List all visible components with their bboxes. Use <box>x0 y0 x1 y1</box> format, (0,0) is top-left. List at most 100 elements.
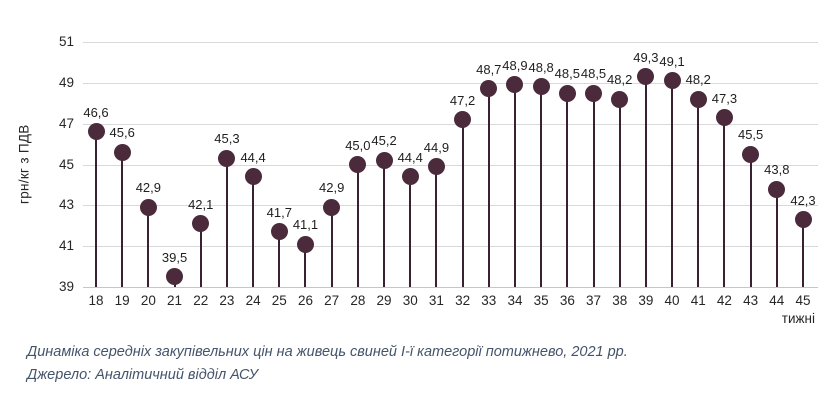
chart-source: Джерело: Аналітичний відділ АСУ <box>27 367 258 383</box>
data-point-marker <box>375 151 393 169</box>
data-point-marker <box>611 90 629 108</box>
x-tick-label: 24 <box>245 293 261 308</box>
stem <box>723 117 726 287</box>
gridline <box>83 287 818 288</box>
x-tick-label: 27 <box>324 293 340 308</box>
x-tick-label: 32 <box>455 293 471 308</box>
stem <box>487 88 490 287</box>
data-point-label: 46,6 <box>83 104 109 120</box>
x-tick-label: 37 <box>586 293 602 308</box>
stem <box>435 166 438 287</box>
x-tick-label: 36 <box>559 293 575 308</box>
x-tick-label: 23 <box>219 293 235 308</box>
stem <box>802 219 804 287</box>
data-point-marker <box>166 268 184 286</box>
data-point-marker <box>296 235 314 253</box>
stem <box>592 93 595 287</box>
stem <box>461 119 464 287</box>
x-axis-title: тижні <box>781 311 815 326</box>
data-point-label: 48,7 <box>476 61 502 77</box>
y-tick-label: 45 <box>58 156 74 172</box>
data-point-label: 47,3 <box>711 90 738 106</box>
stem <box>775 189 778 287</box>
data-point-label: 45,3 <box>214 131 240 147</box>
stem <box>225 158 228 287</box>
stem <box>199 223 202 287</box>
data-point-marker <box>192 215 210 233</box>
chart-caption: Динаміка середніх закупівельних цін на ж… <box>27 344 628 360</box>
data-point-label: 41,7 <box>266 204 292 220</box>
data-point-label: 41,1 <box>292 217 319 233</box>
x-tick-label: 28 <box>350 293 366 308</box>
data-point-label: 44,4 <box>240 149 266 165</box>
stem <box>356 164 359 287</box>
data-point-label: 42,9 <box>135 180 162 196</box>
stem <box>330 207 333 287</box>
gridline <box>83 205 818 207</box>
x-tick-label: 44 <box>769 293 785 308</box>
stem <box>121 152 124 287</box>
data-point-label: 49,3 <box>633 49 659 65</box>
data-point-label: 42,9 <box>319 180 345 196</box>
x-tick-label: 20 <box>140 293 156 308</box>
data-point-marker <box>323 198 341 216</box>
data-point-marker <box>427 158 445 176</box>
x-tick-label: 19 <box>114 293 130 308</box>
data-point-marker <box>532 78 550 96</box>
y-tick-label: 51 <box>58 34 74 49</box>
data-point-label: 44,4 <box>397 149 423 165</box>
x-tick-label: 34 <box>507 293 523 308</box>
data-point-marker <box>87 123 105 141</box>
data-point-marker <box>244 168 262 186</box>
data-point-marker <box>218 149 236 167</box>
stem <box>304 244 307 287</box>
data-point-label: 48,5 <box>580 66 607 82</box>
gridline <box>83 164 818 166</box>
data-point-marker <box>349 156 367 173</box>
y-tick-label: 41 <box>58 238 74 254</box>
gridline <box>83 82 818 84</box>
stem <box>383 160 386 287</box>
data-point-marker <box>663 72 681 90</box>
x-tick-label: 29 <box>376 293 392 308</box>
data-point-marker <box>558 84 576 102</box>
data-point-marker <box>637 68 655 86</box>
x-tick-label: 33 <box>481 293 497 308</box>
data-point-marker <box>689 90 707 108</box>
stem <box>513 84 516 287</box>
stem <box>618 99 621 287</box>
data-point-marker <box>794 211 812 229</box>
data-point-marker <box>480 80 498 98</box>
data-point-marker <box>715 109 733 127</box>
data-point-marker <box>270 223 288 241</box>
x-tick-label: 21 <box>167 293 183 308</box>
data-point-marker <box>454 111 472 129</box>
data-point-label: 45,5 <box>737 127 764 143</box>
stem <box>644 76 647 287</box>
x-tick-label: 18 <box>88 293 104 308</box>
x-tick-label: 35 <box>533 293 549 308</box>
x-tick-label: 26 <box>297 293 313 308</box>
x-tick-label: 30 <box>402 293 418 308</box>
y-tick-label: 47 <box>58 115 74 131</box>
data-point-marker <box>506 76 524 94</box>
x-tick-label: 39 <box>638 293 654 308</box>
data-point-label: 48,2 <box>685 72 711 88</box>
stem <box>566 93 569 287</box>
data-point-label: 39,5 <box>161 249 188 265</box>
data-point-marker <box>768 180 786 198</box>
data-point-marker <box>113 143 131 161</box>
x-tick-label: 31 <box>428 293 444 308</box>
data-point-marker <box>139 198 157 216</box>
stem <box>95 131 97 287</box>
x-tick-label: 41 <box>690 293 706 308</box>
x-tick-label: 45 <box>795 293 811 308</box>
data-point-label: 48,5 <box>554 66 580 82</box>
stem <box>252 176 255 287</box>
data-point-label: 48,8 <box>528 59 554 75</box>
stem <box>147 207 150 287</box>
stem <box>278 231 281 287</box>
stem <box>409 176 412 287</box>
data-point-label: 43,8 <box>764 162 790 177</box>
